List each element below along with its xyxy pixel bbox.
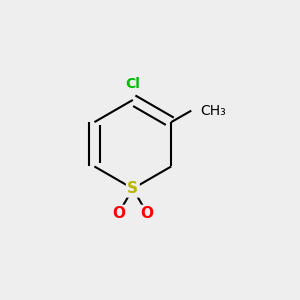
- Text: O: O: [141, 206, 154, 221]
- Text: CH₃: CH₃: [200, 104, 226, 118]
- Text: O: O: [112, 206, 125, 221]
- Text: Cl: Cl: [125, 77, 140, 91]
- Text: S: S: [127, 181, 138, 196]
